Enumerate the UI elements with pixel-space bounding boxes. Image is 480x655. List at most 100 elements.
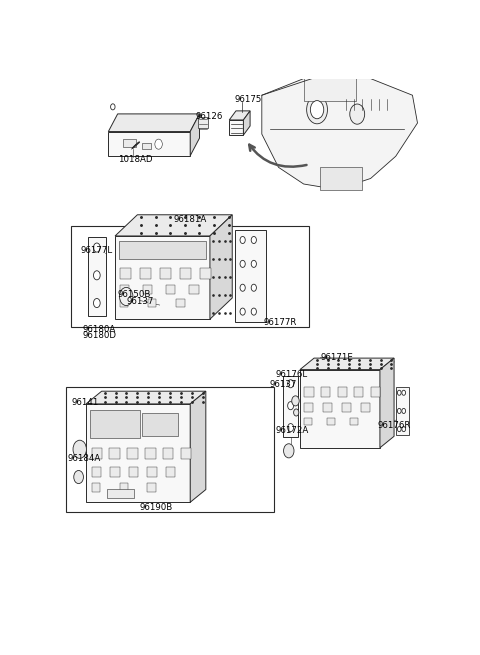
Circle shape	[251, 236, 256, 244]
Bar	[354, 387, 363, 398]
Bar	[147, 467, 157, 477]
Circle shape	[288, 424, 294, 432]
Circle shape	[402, 390, 406, 395]
Text: 96126: 96126	[196, 113, 223, 121]
Circle shape	[94, 243, 100, 252]
Polygon shape	[86, 404, 190, 502]
Text: 96150B: 96150B	[118, 290, 151, 299]
Polygon shape	[243, 111, 250, 135]
Bar	[181, 448, 192, 459]
Circle shape	[294, 409, 299, 416]
Circle shape	[94, 271, 100, 280]
Text: 96172A: 96172A	[275, 426, 308, 435]
Bar	[350, 417, 358, 425]
Polygon shape	[235, 230, 266, 322]
Bar	[142, 143, 151, 149]
Text: 96176R: 96176R	[378, 421, 411, 430]
Bar	[129, 467, 138, 477]
Text: 96177L: 96177L	[81, 246, 113, 255]
Text: 96137: 96137	[269, 381, 297, 389]
Bar	[324, 403, 332, 413]
Polygon shape	[108, 132, 190, 156]
Bar	[148, 299, 156, 307]
Bar	[337, 387, 347, 398]
Bar	[145, 448, 156, 459]
Bar	[92, 448, 102, 459]
Bar	[110, 467, 120, 477]
Circle shape	[292, 396, 299, 406]
Bar	[342, 403, 350, 413]
Bar	[119, 241, 206, 259]
Circle shape	[240, 308, 245, 315]
Polygon shape	[321, 168, 362, 189]
Circle shape	[251, 284, 256, 291]
Circle shape	[240, 236, 245, 244]
Bar	[200, 268, 211, 279]
Bar	[120, 483, 128, 492]
Circle shape	[94, 299, 100, 308]
Circle shape	[240, 260, 245, 267]
Circle shape	[284, 443, 294, 458]
Bar	[304, 71, 356, 101]
Bar	[142, 413, 178, 436]
Polygon shape	[198, 117, 208, 128]
Text: 96175: 96175	[234, 95, 262, 104]
Bar	[371, 387, 380, 398]
Circle shape	[307, 96, 327, 124]
Circle shape	[251, 308, 256, 315]
Polygon shape	[115, 236, 210, 319]
Bar	[396, 386, 408, 435]
Bar	[90, 411, 140, 438]
Bar	[321, 387, 330, 398]
Polygon shape	[229, 120, 243, 135]
Text: 96180A: 96180A	[83, 326, 116, 334]
Bar	[304, 417, 312, 425]
Circle shape	[397, 409, 401, 413]
Bar	[304, 403, 312, 413]
Bar	[92, 467, 101, 477]
Bar	[143, 285, 152, 294]
Bar	[71, 226, 309, 327]
Text: 96180D: 96180D	[83, 331, 116, 341]
Bar	[140, 268, 151, 279]
Text: 96181A: 96181A	[174, 215, 207, 224]
Bar	[163, 448, 173, 459]
Bar	[166, 285, 176, 294]
Polygon shape	[190, 391, 206, 502]
Polygon shape	[190, 114, 200, 156]
Circle shape	[120, 288, 133, 305]
Text: 96190B: 96190B	[140, 503, 173, 512]
Polygon shape	[380, 358, 394, 448]
Circle shape	[402, 426, 406, 432]
Bar	[109, 448, 120, 459]
Bar	[304, 387, 314, 398]
Bar	[107, 489, 134, 498]
Circle shape	[311, 101, 324, 119]
Circle shape	[251, 260, 256, 267]
Polygon shape	[300, 369, 380, 448]
Polygon shape	[300, 358, 394, 369]
Circle shape	[397, 426, 401, 432]
Polygon shape	[262, 79, 418, 189]
Circle shape	[240, 284, 245, 291]
Circle shape	[74, 470, 84, 483]
Circle shape	[155, 139, 162, 149]
Text: 96177R: 96177R	[264, 318, 297, 328]
Polygon shape	[283, 376, 298, 437]
Polygon shape	[86, 391, 206, 404]
Polygon shape	[229, 111, 250, 120]
Circle shape	[397, 390, 401, 395]
Bar	[120, 299, 128, 307]
Polygon shape	[115, 215, 232, 236]
Polygon shape	[210, 215, 232, 319]
Bar	[92, 483, 100, 492]
Text: 96137: 96137	[126, 297, 154, 306]
Circle shape	[350, 104, 365, 124]
Bar	[159, 268, 171, 279]
Text: 96171E: 96171E	[321, 352, 353, 362]
Circle shape	[73, 440, 86, 458]
Bar	[180, 268, 191, 279]
Bar	[147, 483, 156, 492]
Bar	[327, 417, 335, 425]
Polygon shape	[108, 114, 200, 132]
